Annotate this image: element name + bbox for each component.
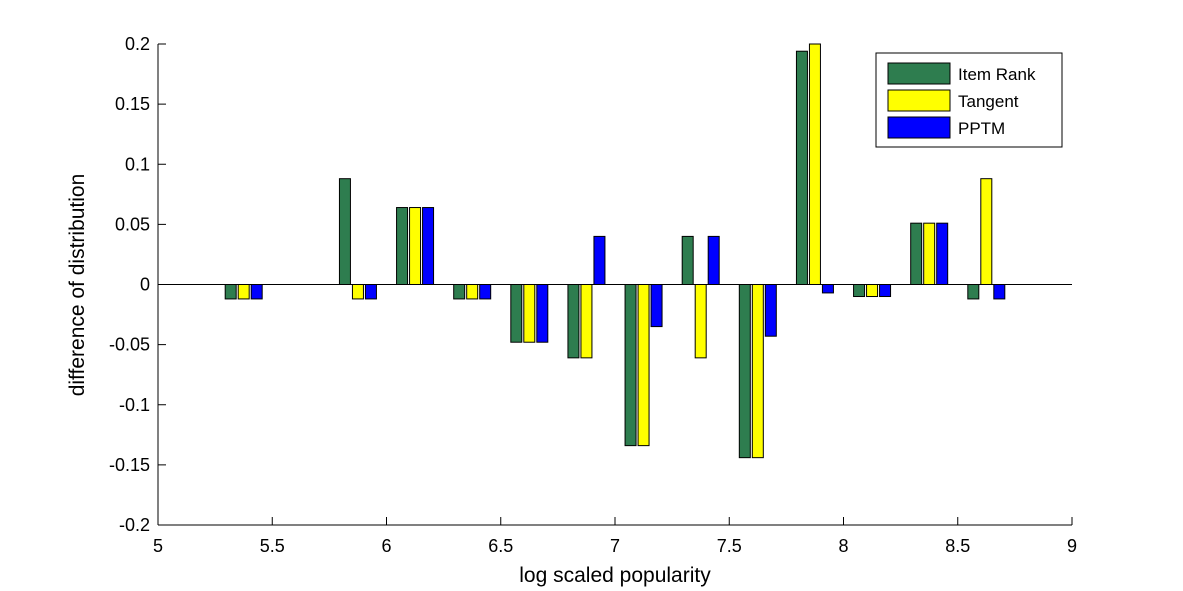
x-tick-label: 5	[153, 536, 163, 556]
axes-group: 5 5.5 6 6.5 7 7.5 8 8.5 9 -0.2 -0.15 -0.1 -0.05 0 0.05…	[109, 34, 1077, 556]
y-tick-label: 0.15	[115, 94, 150, 114]
bar-tangent-7	[694, 284, 707, 359]
bar-tangent-6	[637, 284, 650, 447]
y-tick-label: -0.05	[109, 335, 150, 355]
bar-tangent-10	[866, 284, 879, 298]
bar-item-rank-12	[967, 284, 980, 300]
x-axis-label: log scaled popularity	[519, 564, 711, 587]
x-tick-label: 5.5	[260, 536, 285, 556]
bar-item-rank-10	[853, 284, 866, 298]
bar-item-rank-11	[910, 222, 923, 285]
legend-label: Item Rank	[958, 65, 1036, 84]
x-tick-label: 6	[381, 536, 391, 556]
bar-tangent-2	[409, 207, 422, 285]
bar-item-rank-3	[453, 284, 466, 300]
y-tick-label: -0.2	[119, 515, 150, 535]
y-tick-label: 0.05	[115, 214, 150, 234]
y-tick-label: 0.2	[125, 34, 150, 54]
bar-item-rank-0	[224, 284, 237, 300]
bar-pptm-8	[764, 284, 777, 337]
bar-pptm-1	[364, 284, 377, 300]
legend-label: PPTM	[958, 119, 1005, 138]
bar-tangent-11	[923, 222, 936, 285]
y-tick-label: 0	[140, 275, 150, 295]
x-tick-label: 9	[1067, 536, 1077, 556]
legend-swatch	[887, 62, 951, 85]
bar-item-rank-9	[795, 50, 808, 285]
bar-item-rank-7	[681, 235, 694, 285]
bar-pptm-4	[536, 284, 549, 343]
bar-pptm-11	[936, 222, 949, 285]
bar-item-rank-8	[738, 284, 751, 459]
bar-pptm-3	[479, 284, 492, 300]
legend: Item Rank Tangent PPTM	[875, 52, 1063, 148]
bar-tangent-5	[580, 284, 593, 359]
y-tick-label: -0.1	[119, 395, 150, 415]
bar-tangent-12	[980, 178, 993, 285]
x-tick-label: 8	[838, 536, 848, 556]
bar-pptm-7	[707, 235, 720, 285]
legend-label: Tangent	[958, 92, 1019, 111]
bar-tangent-0	[237, 284, 250, 300]
bar-item-rank-4	[510, 284, 523, 343]
bar-tangent-1	[351, 284, 364, 300]
bar-item-rank-5	[567, 284, 580, 359]
x-tick-label: 7.5	[717, 536, 742, 556]
bar-item-rank-1	[338, 178, 351, 285]
bar-tangent-8	[751, 284, 764, 459]
bar-pptm-5	[593, 235, 606, 285]
bar-tangent-3	[466, 284, 479, 300]
y-axis-label: difference of distribution	[66, 174, 89, 397]
x-tick-label: 6.5	[488, 536, 513, 556]
bar-pptm-12	[993, 284, 1006, 300]
bar-pptm-9	[821, 284, 834, 294]
bar-item-rank-2	[396, 207, 409, 285]
bar-pptm-2	[422, 207, 435, 285]
legend-swatch	[887, 116, 951, 139]
bar-tangent-4	[523, 284, 536, 343]
y-tick-label: -0.15	[109, 455, 150, 475]
bar-tangent-9	[808, 43, 821, 285]
x-tick-label: 7	[610, 536, 620, 556]
legend-swatch	[887, 89, 951, 112]
y-tick-label: 0.1	[125, 154, 150, 174]
bar-pptm-6	[650, 284, 663, 328]
bar-item-rank-6	[624, 284, 637, 447]
bar-pptm-10	[879, 284, 892, 298]
x-tick-label: 8.5	[945, 536, 970, 556]
bar-pptm-0	[250, 284, 263, 300]
